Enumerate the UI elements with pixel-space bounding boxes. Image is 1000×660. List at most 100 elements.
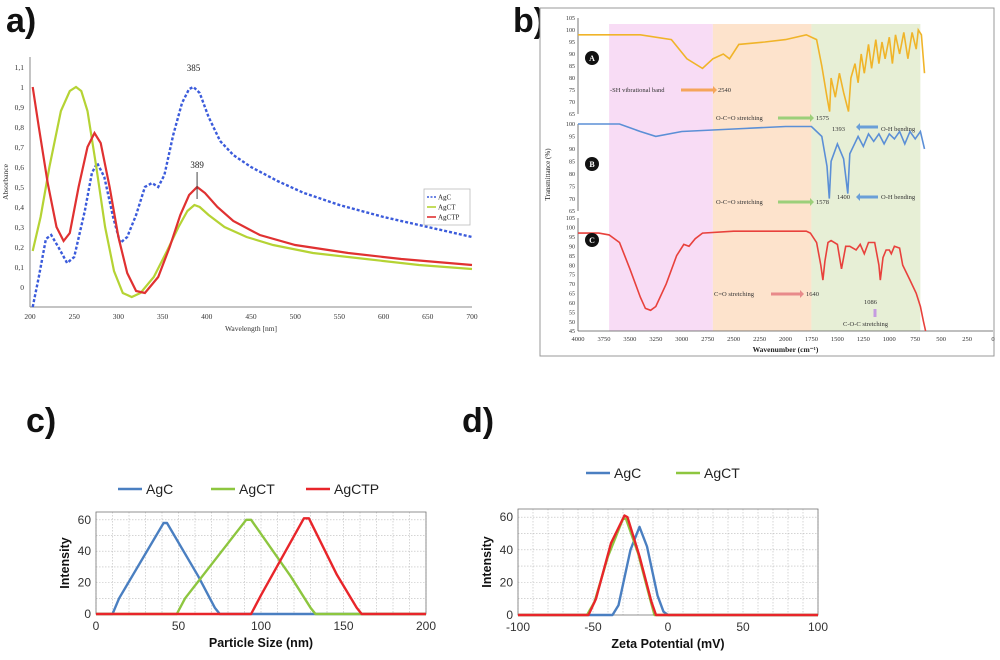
y-tick-label: 55 <box>569 310 575 316</box>
series-unnamed-line <box>518 514 818 617</box>
x-tick-label: -50 <box>584 620 602 634</box>
annotation-text: 1400 <box>837 194 850 201</box>
y-tick-label: 90 <box>569 244 575 250</box>
y-tick-label: 20 <box>500 575 514 589</box>
x-tick-label: 300 <box>113 312 125 321</box>
y-tick-label: 0,7 <box>15 143 25 152</box>
series-agc-line <box>518 525 818 617</box>
ftir-series-a <box>578 27 926 112</box>
y-tick-label: 20 <box>78 576 92 590</box>
y-tick-label: 0 <box>506 608 513 622</box>
x-tick-label: 0 <box>991 336 994 343</box>
x-tick-label: 700 <box>466 312 478 321</box>
x-tick-label: 750 <box>910 336 920 343</box>
particle-size-chart: 0 50 100 150 200 0 20 40 60 Particle Size (nm) Int… <box>58 481 436 650</box>
x-tick-label: 1000 <box>883 336 896 343</box>
y-tick-label: 0,2 <box>15 243 25 252</box>
y-tick-label: 100 <box>566 28 575 34</box>
x-tick-label: 4000 <box>572 336 585 343</box>
x-tick-label: 2000 <box>779 336 792 343</box>
y-tick-label: 45 <box>569 329 575 335</box>
shaded-region <box>609 24 713 331</box>
ftir-chart: 4000 3750 3500 3250 3000 2750 2500 2250 2000 1750… <box>539 7 995 357</box>
legend-label: AgCT <box>438 204 456 212</box>
y-tick-label: 100 <box>566 226 575 232</box>
y-tick-label: 1 <box>20 83 24 92</box>
y-tick-label: 100 <box>566 122 575 128</box>
y-tick-label: 0,9 <box>15 103 25 112</box>
annotation-arrow-head <box>800 290 804 298</box>
y-tick-label: 105 <box>566 216 575 222</box>
annotation-arrow-head <box>856 193 860 201</box>
x-tick-label: 3750 <box>597 336 610 343</box>
series-agctp-line <box>96 517 426 616</box>
peak-annotation: 385 <box>187 63 201 73</box>
x-tick-label: 1250 <box>857 336 870 343</box>
annotation-arrow-head <box>856 123 860 131</box>
x-tick-label: 600 <box>378 312 390 321</box>
x-tick-label: 500 <box>290 312 302 321</box>
y-axis-label: Intensity <box>58 537 72 588</box>
y-tick-label: 75 <box>569 184 575 190</box>
annotation-text: O-C=O stretching <box>716 115 764 122</box>
annotation-text: 1086 <box>864 299 878 306</box>
y-tick-label: 70 <box>569 100 575 106</box>
y-tick-label: 60 <box>500 510 514 524</box>
x-tick-label: 0 <box>93 619 100 633</box>
legend-box <box>423 188 471 226</box>
x-tick-label: 2500 <box>727 336 740 343</box>
annotation-arrow-head <box>810 114 814 122</box>
ftir-series-b <box>578 123 926 199</box>
annotation-text: 1640 <box>806 291 819 298</box>
x-tick-label: 1500 <box>831 336 844 343</box>
y-tick-label: 95 <box>569 40 575 46</box>
x-tick-label: 50 <box>736 620 750 634</box>
x-tick-label: 200 <box>416 619 436 633</box>
y-tick-label: 40 <box>500 543 514 557</box>
y-tick-label: 65 <box>569 209 575 215</box>
annotation-arrow-head <box>713 86 717 94</box>
series-agc-line <box>31 85 473 308</box>
x-axis-label: Particle Size (nm) <box>209 636 313 650</box>
panel-d-label: d) <box>462 402 495 440</box>
y-tick-label: 50 <box>569 320 575 326</box>
y-tick-label: 75 <box>569 88 575 94</box>
x-tick-label: 100 <box>808 620 828 634</box>
y-tick-label: 40 <box>78 544 92 558</box>
peak-annotation: 389 <box>190 160 204 170</box>
y-tick-label: 70 <box>569 197 575 203</box>
annotation-text: 1578 <box>816 199 829 206</box>
annotation-arrow-head <box>810 198 814 206</box>
series-badge <box>585 233 599 247</box>
panel-a-label: a) <box>6 2 37 40</box>
y-tick-label: 95 <box>569 135 575 141</box>
x-axis-label: Wavenumber (cm⁻¹) <box>753 345 819 354</box>
shaded-region <box>712 24 812 331</box>
series-agctp-line <box>31 86 473 295</box>
y-tick-label: 0,8 <box>15 123 25 132</box>
y-tick-label: 95 <box>569 235 575 241</box>
y-axis-label: Intensity <box>480 536 494 587</box>
x-tick-label: 500 <box>936 336 946 343</box>
y-tick-label: 85 <box>569 254 575 260</box>
x-axis-label: Wavelength [nm] <box>225 324 277 333</box>
y-axis-label: Absorbance <box>1 163 10 199</box>
x-tick-label: 3000 <box>675 336 688 343</box>
x-tick-label: 650 <box>422 312 434 321</box>
uv-vis-chart: 200 250 300 350 400 450 500 550 600 650 700 0 0,1 0,2… <box>1 57 478 333</box>
y-tick-label: 1,1 <box>15 63 25 72</box>
ftir-series-c <box>578 230 927 332</box>
zeta-potential-chart: -100 -50 0 50 100 0 20 40 60 Zeta Potential (mV) I… <box>480 465 828 651</box>
x-tick-label: 450 <box>245 312 257 321</box>
y-tick-label: 85 <box>569 159 575 165</box>
x-tick-label: 550 <box>334 312 346 321</box>
x-tick-label: 150 <box>333 619 353 633</box>
y-axis-label: Transmittance (%) <box>544 148 552 201</box>
series-agct-line <box>96 518 426 616</box>
x-tick-label: 400 <box>201 312 213 321</box>
annotation-text: -SH vibrational band <box>610 87 665 94</box>
legend-label: AgCT <box>704 465 740 481</box>
annotation-text: O-H bending <box>881 194 916 201</box>
x-tick-label: 350 <box>157 312 169 321</box>
series-badge-label: B <box>589 160 595 169</box>
